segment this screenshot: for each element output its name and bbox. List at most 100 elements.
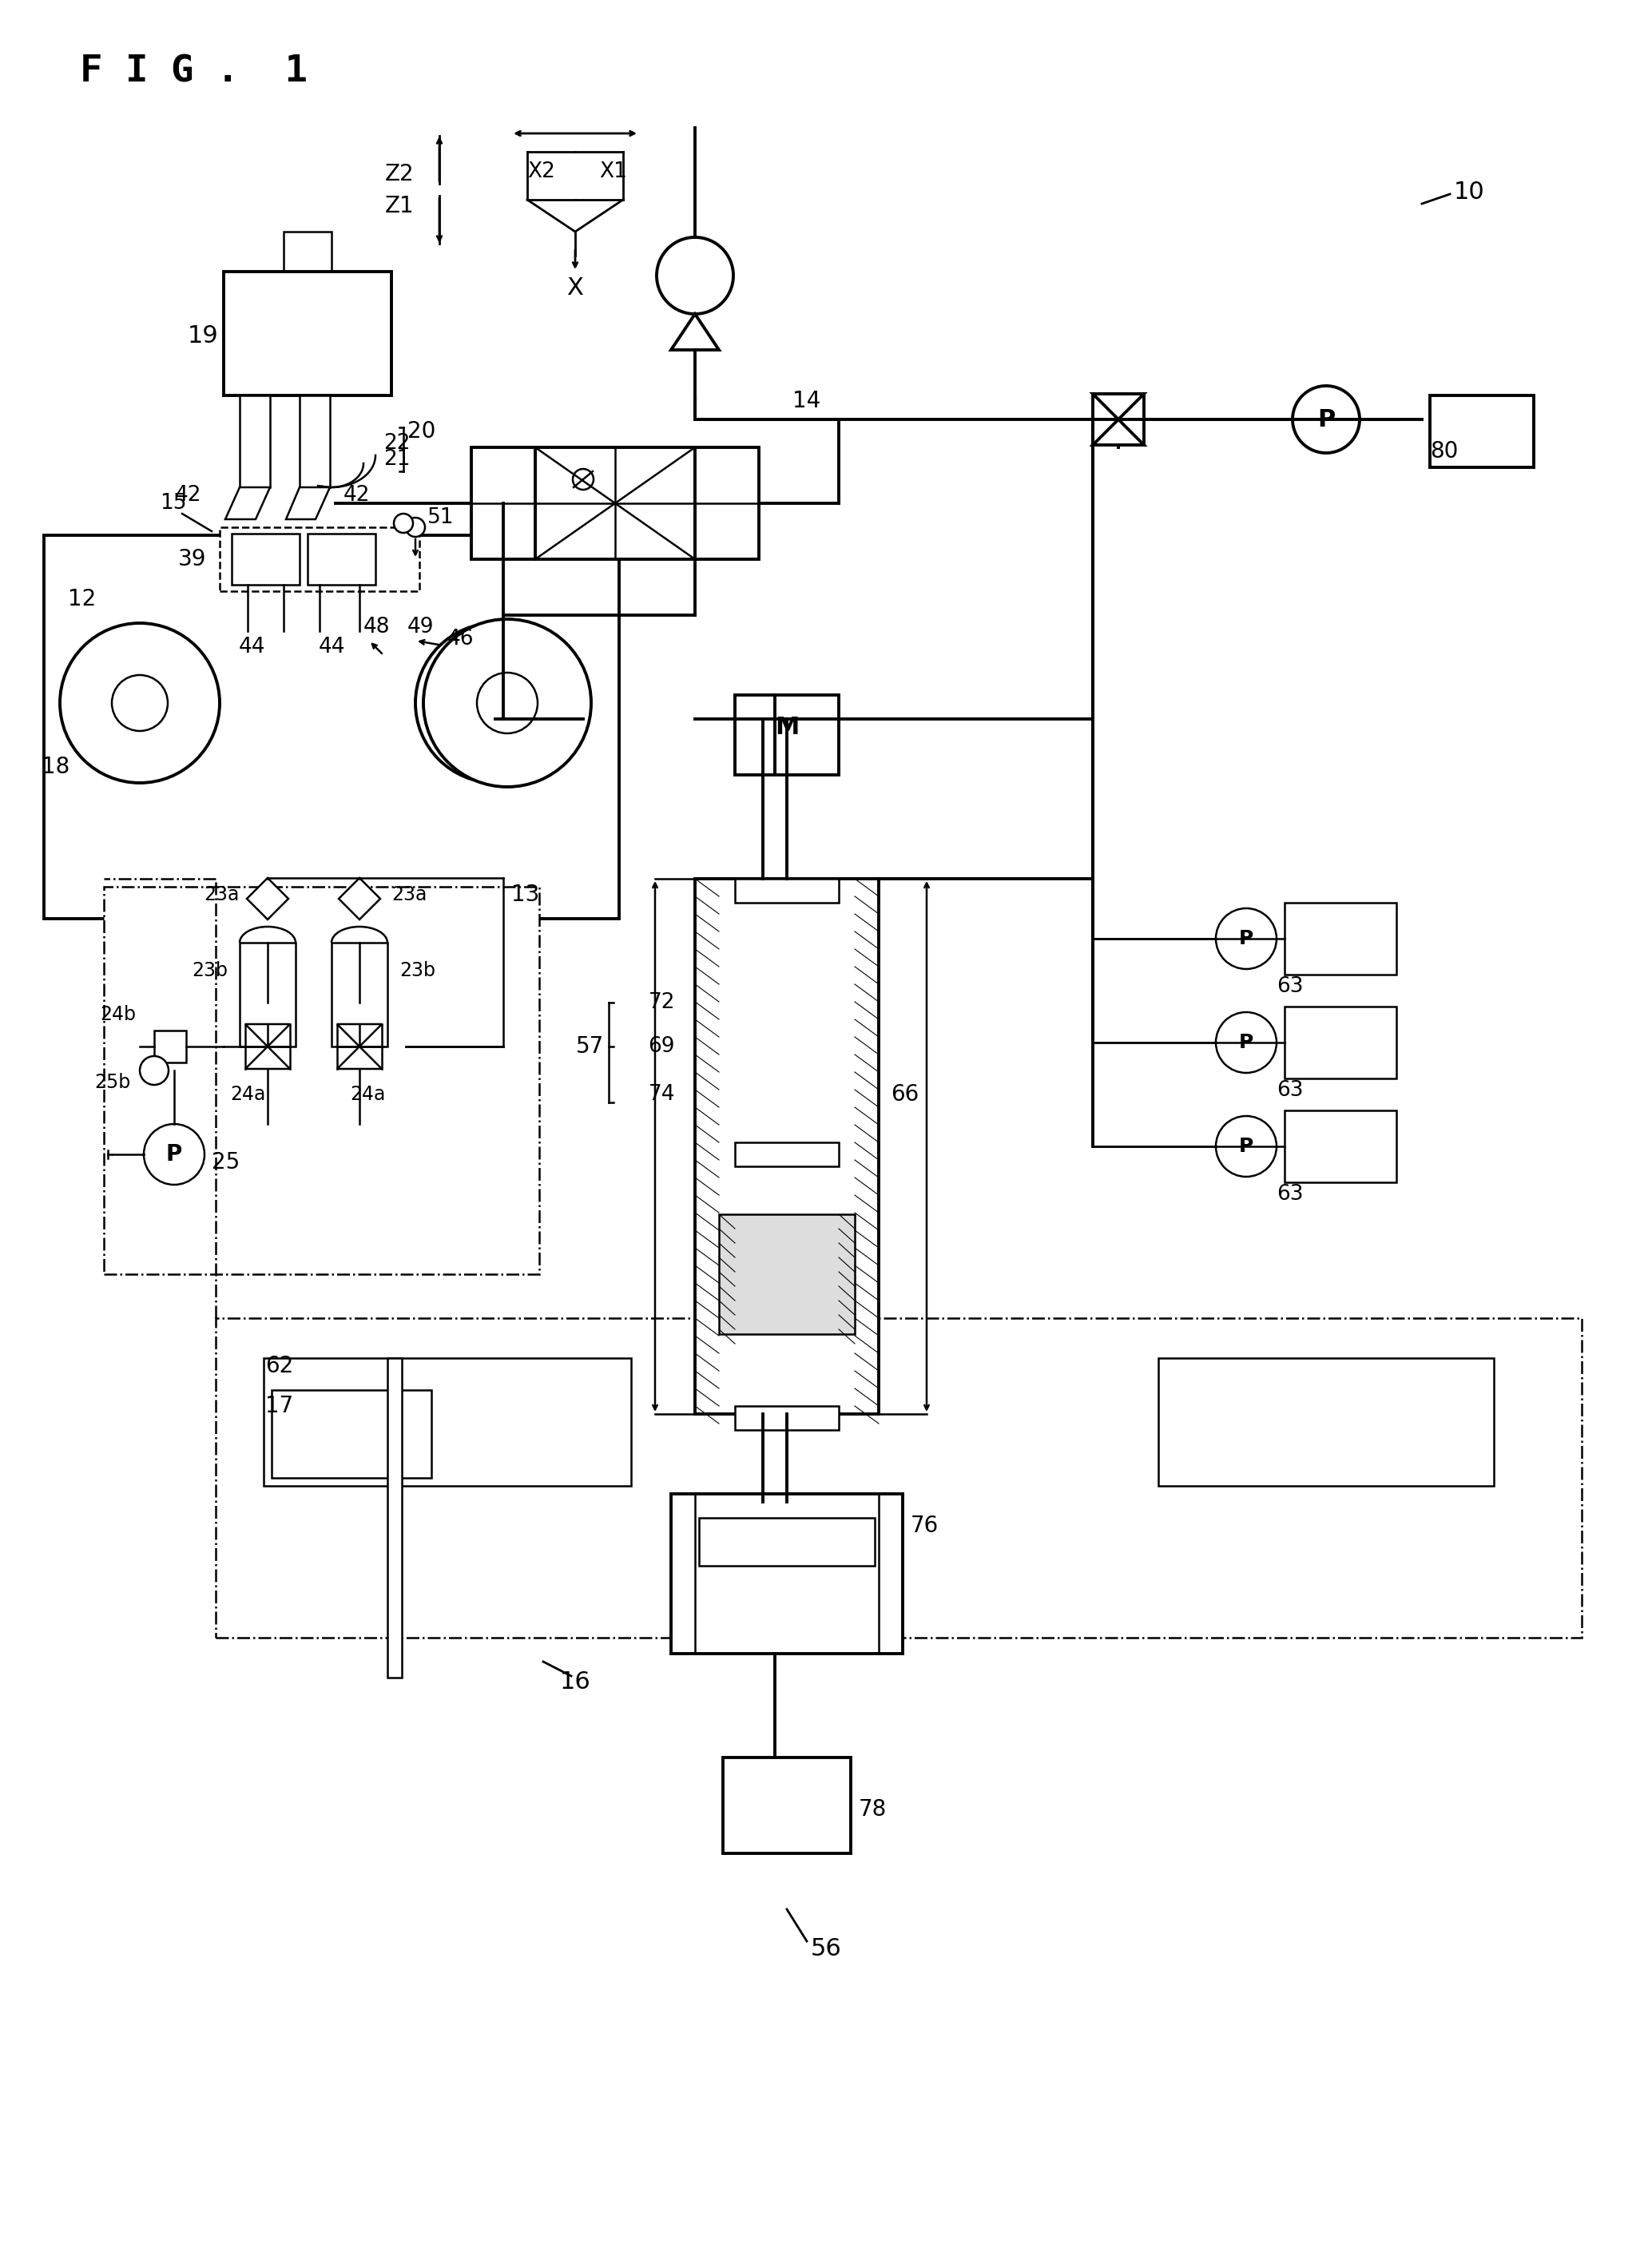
Text: 44: 44: [319, 637, 345, 657]
Bar: [1431, 395, 1533, 467]
Bar: [231, 534, 299, 586]
Text: 80: 80: [1431, 440, 1459, 462]
Bar: [699, 1517, 874, 1566]
Bar: [671, 1495, 902, 1654]
Bar: [154, 1030, 187, 1061]
Polygon shape: [671, 314, 719, 350]
Text: Z2: Z2: [385, 164, 413, 186]
Polygon shape: [1094, 395, 1143, 420]
Circle shape: [1216, 909, 1277, 969]
Text: 10: 10: [1454, 180, 1485, 204]
Text: 57: 57: [577, 1034, 605, 1057]
Text: Z1: Z1: [385, 195, 413, 218]
Text: 56: 56: [811, 1937, 843, 1961]
Text: 63: 63: [1277, 1079, 1303, 1102]
Circle shape: [477, 673, 537, 734]
Text: 24a: 24a: [350, 1084, 385, 1104]
Text: P: P: [1239, 1032, 1254, 1052]
Circle shape: [393, 514, 413, 532]
Bar: [735, 880, 839, 902]
Text: 23a: 23a: [392, 884, 426, 904]
Text: 44: 44: [238, 637, 264, 657]
Text: 49: 49: [408, 617, 434, 637]
Bar: [1285, 1008, 1396, 1079]
Circle shape: [112, 675, 169, 732]
Bar: [216, 1317, 1581, 1638]
Text: P: P: [1317, 408, 1335, 431]
Text: P: P: [167, 1142, 182, 1165]
Text: 62: 62: [266, 1355, 294, 1378]
Text: 24a: 24a: [230, 1084, 266, 1104]
Text: 74: 74: [648, 1084, 676, 1104]
Polygon shape: [225, 487, 269, 518]
Text: X1: X1: [600, 162, 628, 182]
Text: 21: 21: [383, 449, 410, 469]
Text: F I G .  1: F I G . 1: [79, 54, 307, 90]
Text: 17: 17: [266, 1396, 294, 1418]
Text: 63: 63: [1277, 976, 1303, 996]
Circle shape: [1216, 1115, 1277, 1176]
Circle shape: [468, 675, 524, 732]
Bar: [1285, 1111, 1396, 1183]
Circle shape: [1216, 1012, 1277, 1073]
Polygon shape: [246, 877, 289, 920]
Circle shape: [144, 1124, 205, 1185]
Text: 78: 78: [859, 1797, 887, 1820]
Bar: [735, 1142, 839, 1167]
Text: 48: 48: [363, 617, 390, 637]
Text: 24b: 24b: [99, 1005, 135, 1023]
Text: 69: 69: [648, 1037, 676, 1057]
Bar: [471, 447, 535, 559]
Text: 14: 14: [793, 390, 821, 413]
Circle shape: [1292, 386, 1360, 453]
Text: 13: 13: [510, 884, 540, 907]
Text: 51: 51: [428, 507, 454, 527]
Text: P: P: [1239, 1138, 1254, 1156]
Text: 23b: 23b: [400, 960, 436, 981]
Polygon shape: [244, 1046, 291, 1068]
Text: 12: 12: [68, 588, 96, 610]
Bar: [271, 1389, 431, 1479]
Bar: [307, 534, 375, 586]
Circle shape: [415, 624, 575, 783]
Text: 39: 39: [178, 548, 206, 570]
Text: 63: 63: [1277, 1185, 1303, 1205]
Polygon shape: [1094, 420, 1143, 444]
Text: 20: 20: [408, 420, 436, 442]
Text: 15: 15: [160, 494, 187, 514]
Text: 72: 72: [648, 992, 676, 1012]
Text: 16: 16: [560, 1670, 591, 1694]
Bar: [1285, 902, 1396, 974]
Bar: [695, 447, 758, 559]
Polygon shape: [244, 1023, 291, 1046]
Text: 42: 42: [344, 485, 370, 505]
Bar: [724, 1757, 851, 1854]
Text: 46: 46: [448, 628, 474, 649]
Bar: [332, 942, 388, 1046]
Bar: [284, 231, 332, 272]
Text: 18: 18: [41, 756, 69, 779]
Bar: [695, 880, 879, 1414]
Text: 25: 25: [211, 1151, 240, 1174]
Text: X: X: [567, 276, 583, 298]
Text: 19: 19: [188, 323, 218, 348]
Bar: [264, 1358, 631, 1486]
Bar: [104, 886, 539, 1275]
Bar: [1158, 1358, 1493, 1486]
Circle shape: [573, 469, 593, 489]
Text: 66: 66: [890, 1084, 919, 1106]
Text: P: P: [1239, 929, 1254, 949]
Circle shape: [406, 518, 425, 536]
Bar: [735, 696, 839, 774]
Text: 23a: 23a: [205, 884, 240, 904]
Bar: [719, 1214, 854, 1335]
Text: 42: 42: [175, 485, 202, 505]
Text: M: M: [775, 716, 800, 738]
Bar: [535, 447, 695, 559]
Polygon shape: [337, 1023, 382, 1046]
Bar: [299, 395, 330, 487]
Text: 23b: 23b: [192, 960, 228, 981]
Polygon shape: [286, 487, 330, 518]
Circle shape: [656, 238, 733, 314]
Text: 25b: 25b: [94, 1073, 131, 1093]
